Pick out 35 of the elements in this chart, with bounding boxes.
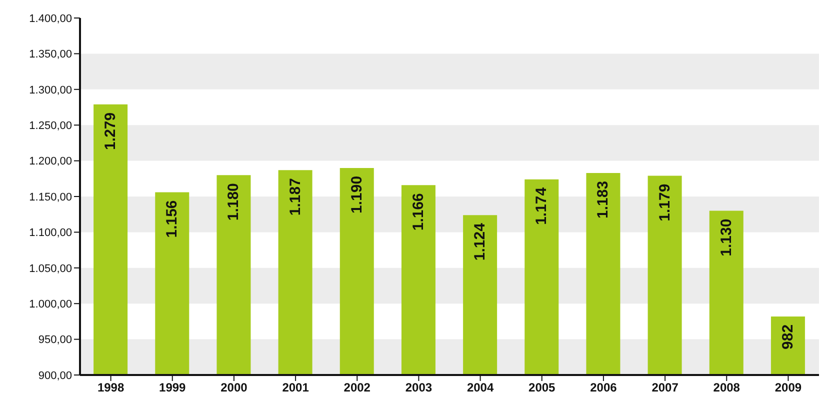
- y-tick-label: 950,00: [38, 334, 72, 346]
- x-tick-label: 2005: [528, 380, 556, 395]
- x-tick-label: 2003: [405, 380, 432, 395]
- x-tick-label: 2004: [466, 380, 494, 395]
- y-tick-label: 1.050,00: [29, 262, 72, 275]
- data-label: 1.187: [286, 178, 304, 216]
- x-tick-label: 2007: [652, 380, 679, 395]
- data-label: 1.156: [164, 200, 181, 238]
- x-tick-label: 2006: [590, 380, 618, 395]
- y-tick-label: 1.100,00: [29, 227, 72, 240]
- x-tick-label: 1998: [97, 380, 124, 395]
- data-label: 1.179: [656, 184, 674, 222]
- x-tick-label: 1999: [159, 380, 186, 395]
- x-tick-label: 2002: [344, 380, 371, 395]
- x-tick-label: 2008: [713, 380, 740, 395]
- y-tick-label: 1.200,00: [29, 156, 72, 168]
- y-tick-label: 1.250,00: [29, 120, 72, 132]
- y-tick-label: 1.400,00: [29, 12, 72, 25]
- y-tick-label: 1.350,00: [29, 48, 72, 61]
- data-label: 1.190: [348, 176, 366, 214]
- y-tick-label: 1.300,00: [29, 84, 72, 96]
- data-label: 1.124: [472, 222, 489, 261]
- data-label: 982: [779, 324, 796, 350]
- x-tick-label: 2000: [220, 380, 248, 395]
- data-label: 1.130: [718, 218, 735, 256]
- x-tick-label: 2001: [282, 380, 310, 395]
- data-label: 1.279: [102, 112, 120, 150]
- y-tick-label: 1.150,00: [29, 191, 72, 204]
- data-label: 1.180: [225, 183, 242, 221]
- data-label: 1.166: [410, 193, 427, 231]
- y-tick-label: 900,00: [38, 370, 72, 382]
- data-label: 1.183: [594, 180, 612, 218]
- y-tick-label: 1.000,00: [29, 298, 72, 311]
- data-label: 1.174: [533, 186, 550, 225]
- x-tick-label: 2009: [774, 380, 802, 395]
